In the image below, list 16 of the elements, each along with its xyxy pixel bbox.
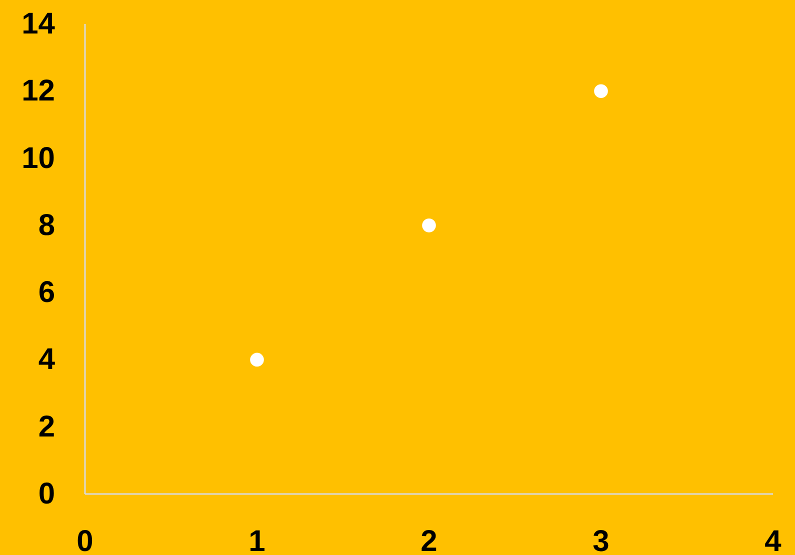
x-tick-label: 4 xyxy=(764,525,782,555)
y-tick-label: 0 xyxy=(38,478,55,510)
y-tick-label: 6 xyxy=(38,276,55,310)
y-tick-label: 8 xyxy=(38,208,55,242)
x-tick-label: 3 xyxy=(592,525,610,555)
point xyxy=(422,218,436,232)
y-tick-label: 2 xyxy=(38,410,55,444)
y-tick-label: 4 xyxy=(38,343,56,376)
y-tick-label: 10 xyxy=(22,142,55,175)
x-tick-label: 1 xyxy=(248,525,266,555)
y-tick-label: 12 xyxy=(22,74,55,108)
x-tick-label: 0 xyxy=(76,525,94,555)
y-tick-label: 14 xyxy=(22,8,56,40)
x-tick-label: 2 xyxy=(420,525,438,555)
point xyxy=(250,352,264,367)
point xyxy=(594,84,608,98)
